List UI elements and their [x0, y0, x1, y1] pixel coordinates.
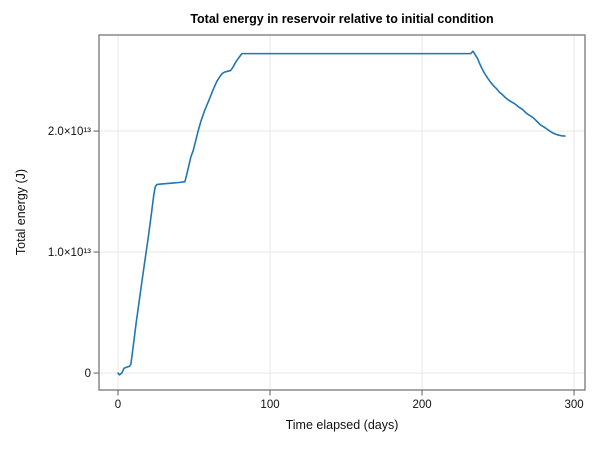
ticks-layer — [93, 130, 575, 396]
x-tick-label: 100 — [260, 399, 279, 411]
x-tick-label: 0 — [115, 399, 121, 411]
plot-frame — [98, 34, 586, 391]
y-tick-label: 2.0×10¹³ — [48, 126, 91, 138]
y-axis-label: Total energy (J) — [14, 168, 28, 256]
y-tick-label: 0 — [85, 368, 91, 380]
total-energy-series-line — [117, 50, 566, 376]
series-layer — [117, 50, 566, 376]
x-axis-label: Time elapsed (days) — [285, 418, 399, 432]
x-tick-label: 200 — [412, 399, 431, 411]
x-tick-label: 300 — [564, 399, 583, 411]
tick-labels-layer: 0 100 200 300 0 1.0×10¹³ 2.0×10¹³ — [48, 126, 584, 411]
chart-title: Total energy in reservoir relative to in… — [190, 12, 494, 26]
y-tick-label: 1.0×10¹³ — [48, 247, 91, 259]
gridlines-layer — [99, 35, 585, 390]
